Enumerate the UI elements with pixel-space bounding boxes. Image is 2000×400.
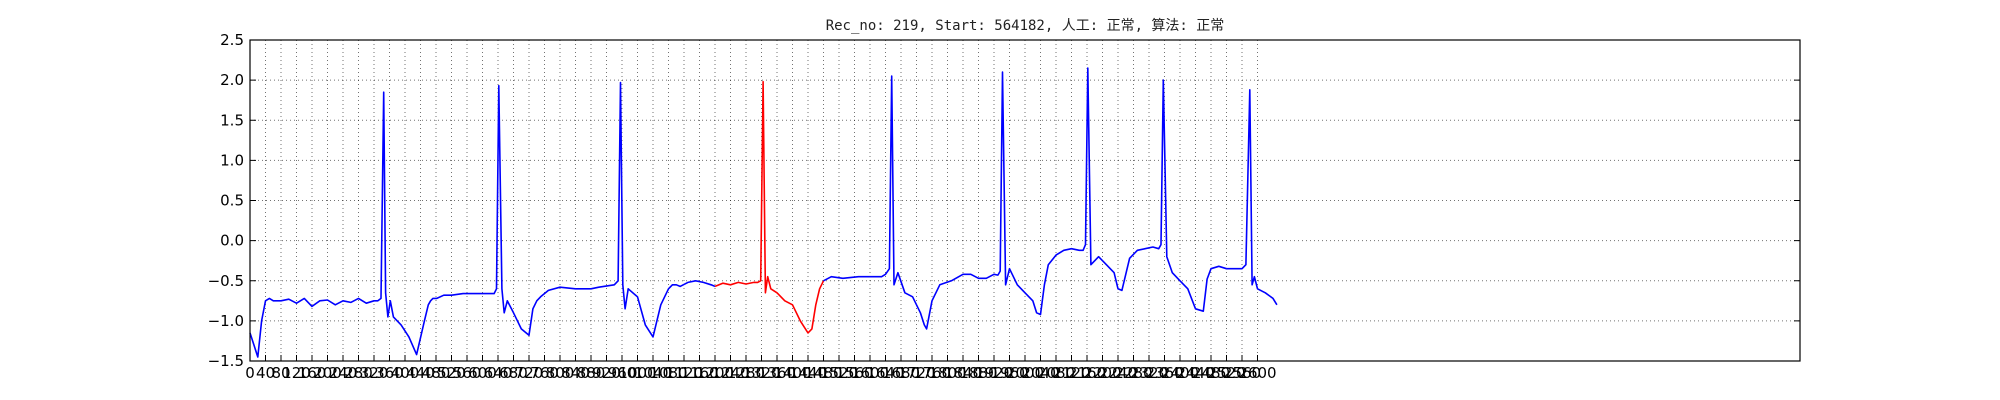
y-tick-label: 0.0 — [220, 232, 244, 250]
x-tick-label: 40 — [256, 364, 275, 382]
x-tick-label: 1360 — [758, 364, 796, 382]
x-tick-label: 560 — [453, 364, 482, 382]
x-tick-label: 760 — [530, 364, 559, 382]
x-tick-label: 1400 — [773, 364, 811, 382]
x-tick-label: 720 — [515, 364, 544, 382]
y-axis: 2.5 2.0 1.5 1.0 0.5 0.0 −0.5 −1.0 −1.5 — [208, 31, 1800, 370]
x-tick-label: 1000 — [618, 364, 656, 382]
x-tick-label: 240 — [329, 364, 358, 382]
x-tick-label: 1120 — [665, 364, 703, 382]
x-tick-label: 520 — [437, 364, 466, 382]
y-tick-label: −0.5 — [208, 272, 244, 290]
x-tick-label: 2200 — [1083, 364, 1121, 382]
x-tick-label: 800 — [546, 364, 575, 382]
x-tick-label: 1440 — [789, 364, 827, 382]
x-tick-label: 2040 — [1021, 364, 1059, 382]
x-tick-label: 2160 — [1068, 364, 1106, 382]
x-tick-label: 1040 — [634, 364, 672, 382]
x-tick-label: 2440 — [1176, 364, 1214, 382]
x-tick-label: 2000 — [1006, 364, 1044, 382]
series-layer — [249, 67, 1278, 358]
x-tick-label: 2320 — [1130, 364, 1168, 382]
x-tick-label: 1840 — [944, 364, 982, 382]
x-tick-label: 1880 — [959, 364, 997, 382]
y-tick-label: 0.5 — [220, 192, 244, 210]
y-tick-label: 2.0 — [220, 71, 244, 89]
x-tick-label: 2360 — [1145, 364, 1183, 382]
x-tick-label: 2480 — [1192, 364, 1230, 382]
y-tick-label: 2.5 — [220, 31, 244, 49]
x-tick-label: 1080 — [649, 364, 687, 382]
x-tick-label: 920 — [592, 364, 621, 382]
x-tick-label: 2080 — [1037, 364, 1075, 382]
x-tick-label: 2560 — [1223, 364, 1261, 382]
x-tick-label: 1760 — [913, 364, 951, 382]
chart-title: Rec_no: 219, Start: 564182, 人工: 正常, 算法: … — [826, 18, 1225, 34]
x-tick-label: 480 — [422, 364, 451, 382]
x-tick-label: 0 — [245, 364, 255, 382]
grid-layer — [250, 40, 1800, 361]
x-tick-label: 840 — [561, 364, 590, 382]
x-axis: 0 408012016020024028032036040044048052056… — [245, 355, 1277, 382]
x-tick-label: 440 — [406, 364, 435, 382]
x-tick-label: 680 — [499, 364, 528, 382]
x-tick-label: 1280 — [727, 364, 765, 382]
x-tick-label: 1960 — [990, 364, 1028, 382]
x-tick-label: 1920 — [975, 364, 1013, 382]
x-tick-label: 880 — [577, 364, 606, 382]
x-tick-label: 360 — [375, 364, 404, 382]
x-tick-label: 320 — [360, 364, 389, 382]
x-tick-label: 640 — [484, 364, 513, 382]
x-tick-label: 1520 — [820, 364, 858, 382]
x-tick-label: 2120 — [1052, 364, 1090, 382]
x-tick-label: 1240 — [711, 364, 749, 382]
x-tick-label: 2600 — [1238, 364, 1276, 382]
x-tick-label: 160 — [298, 364, 327, 382]
y-tick-label: 1.5 — [220, 111, 244, 129]
x-tick-label: 1320 — [742, 364, 780, 382]
x-tick-label: 1560 — [835, 364, 873, 382]
x-tick-label: 2280 — [1114, 364, 1152, 382]
x-tick-label: 1640 — [866, 364, 904, 382]
ecg-series-line — [823, 67, 1278, 330]
ecg-series-line — [714, 80, 825, 334]
y-tick-label: −1.5 — [208, 352, 244, 370]
x-tick-label: 400 — [391, 364, 420, 382]
x-tick-label: 960 — [608, 364, 637, 382]
x-tick-label: 2520 — [1207, 364, 1245, 382]
y-tick-label: 1.0 — [220, 151, 244, 169]
x-tick-label: 280 — [344, 364, 373, 382]
ecg-series-line — [249, 81, 716, 358]
x-tick-label: 1600 — [851, 364, 889, 382]
x-tick-label: 600 — [468, 364, 497, 382]
x-tick-label: 1800 — [928, 364, 966, 382]
x-tick-label: 1160 — [680, 364, 718, 382]
x-tick-label: 1680 — [882, 364, 920, 382]
x-tick-label: 1200 — [696, 364, 734, 382]
x-tick-label: 1720 — [897, 364, 935, 382]
x-tick-label: 200 — [313, 364, 342, 382]
x-tick-label: 120 — [282, 364, 311, 382]
x-tick-label: 2400 — [1161, 364, 1199, 382]
y-tick-label: −1.0 — [208, 312, 244, 330]
x-tick-label: 1480 — [804, 364, 842, 382]
x-tick-label: 80 — [271, 364, 290, 382]
x-tick-label: 2240 — [1099, 364, 1137, 382]
